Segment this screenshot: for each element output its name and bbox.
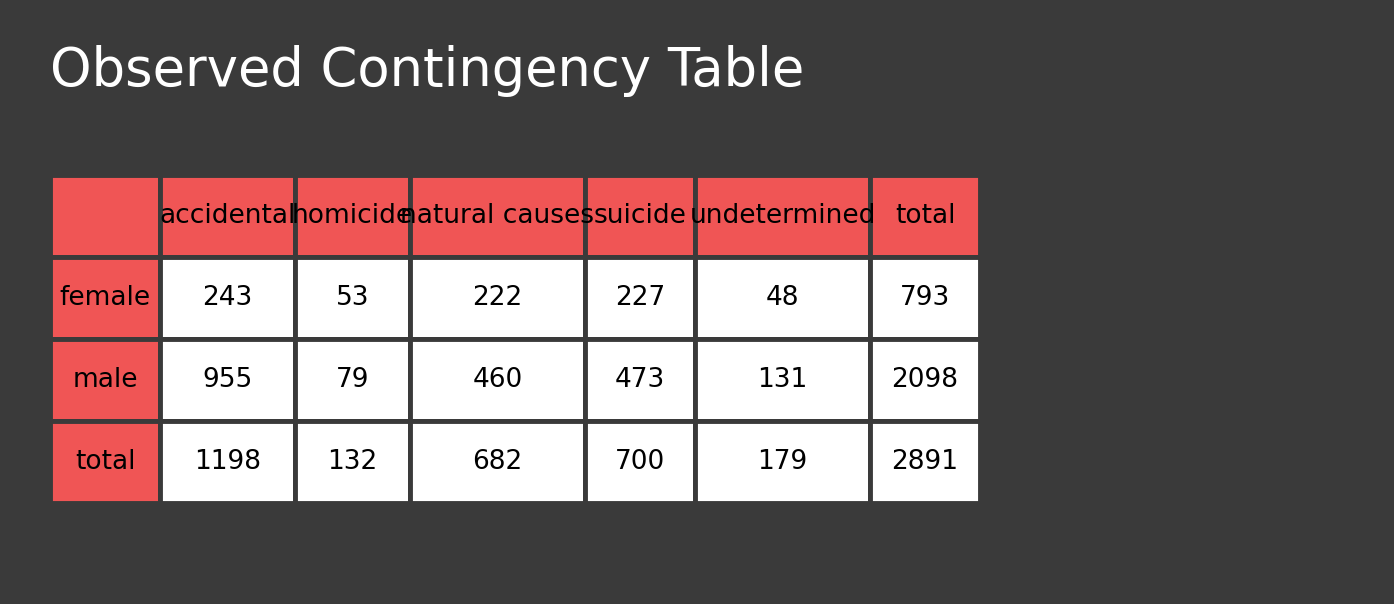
Text: Observed Contingency Table: Observed Contingency Table xyxy=(50,45,804,97)
Bar xyxy=(160,257,296,339)
Text: 227: 227 xyxy=(615,285,665,311)
Text: 473: 473 xyxy=(615,367,665,393)
Bar xyxy=(585,421,696,503)
Bar xyxy=(296,421,410,503)
Bar xyxy=(50,175,160,257)
Bar xyxy=(160,339,296,421)
Text: 460: 460 xyxy=(473,367,523,393)
Bar xyxy=(296,339,410,421)
Text: suicide: suicide xyxy=(594,203,686,229)
Text: 682: 682 xyxy=(473,449,523,475)
Text: natural causes: natural causes xyxy=(400,203,594,229)
Text: 132: 132 xyxy=(328,449,378,475)
Bar xyxy=(410,339,585,421)
Bar xyxy=(296,257,410,339)
Text: homicide: homicide xyxy=(291,203,413,229)
Bar xyxy=(696,257,870,339)
Text: 1198: 1198 xyxy=(194,449,261,475)
Text: 79: 79 xyxy=(336,367,369,393)
Bar xyxy=(585,257,696,339)
Text: 955: 955 xyxy=(202,367,252,393)
Text: 48: 48 xyxy=(765,285,799,311)
Text: male: male xyxy=(72,367,138,393)
Text: female: female xyxy=(60,285,151,311)
Text: accidental: accidental xyxy=(159,203,296,229)
Text: undetermined: undetermined xyxy=(689,203,875,229)
Bar xyxy=(160,421,296,503)
Text: 2098: 2098 xyxy=(892,367,959,393)
Bar xyxy=(160,175,296,257)
Bar xyxy=(870,257,980,339)
Bar xyxy=(50,257,160,339)
Bar xyxy=(585,339,696,421)
Text: total: total xyxy=(75,449,135,475)
Text: 131: 131 xyxy=(757,367,807,393)
Bar xyxy=(696,339,870,421)
Bar xyxy=(696,421,870,503)
Text: 53: 53 xyxy=(336,285,369,311)
Text: total: total xyxy=(895,203,955,229)
Bar xyxy=(696,175,870,257)
Text: 2891: 2891 xyxy=(892,449,959,475)
Bar xyxy=(410,421,585,503)
Bar xyxy=(585,175,696,257)
Text: 793: 793 xyxy=(901,285,951,311)
Bar xyxy=(870,175,980,257)
Text: 700: 700 xyxy=(615,449,665,475)
Text: 243: 243 xyxy=(202,285,252,311)
Bar xyxy=(50,421,160,503)
Text: 179: 179 xyxy=(757,449,807,475)
Bar xyxy=(296,175,410,257)
Bar xyxy=(410,257,585,339)
Bar xyxy=(870,421,980,503)
Bar xyxy=(50,339,160,421)
Bar xyxy=(870,339,980,421)
Text: 222: 222 xyxy=(473,285,523,311)
Bar xyxy=(410,175,585,257)
